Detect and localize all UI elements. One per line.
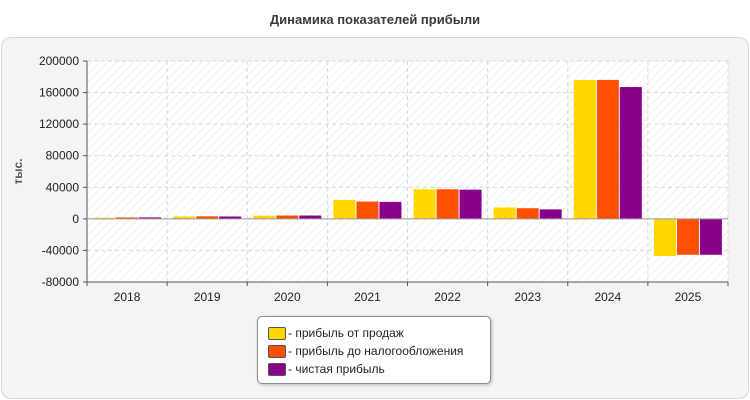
bar-2020-series-0: [253, 215, 276, 219]
x-tick-label: 2020: [274, 290, 301, 304]
bar-2023-series-2: [539, 209, 562, 219]
bar-2018-series-0: [93, 217, 116, 219]
bar-2019-series-2: [219, 216, 242, 219]
x-tick-labels: 2018 2019 2020 2021 2022 2023 2024 2025: [114, 290, 702, 304]
bar-2024-series-0: [573, 79, 596, 219]
bar-2019-series-0: [173, 216, 196, 219]
bar-2020-series-1: [276, 215, 299, 219]
bar-series: [93, 79, 722, 256]
x-tick-label: 2023: [514, 290, 541, 304]
y-tick-label: -40000: [42, 243, 80, 257]
x-tick-label: 2018: [114, 290, 141, 304]
y-tick-label: 160000: [39, 86, 79, 100]
axes: [83, 60, 729, 286]
bar-2018-series-2: [139, 217, 162, 219]
x-tick-label: 2024: [594, 290, 621, 304]
bar-2024-series-1: [596, 79, 619, 219]
legend-item-sales-profit: - прибыль от продаж: [268, 325, 404, 341]
bar-2021-series-2: [379, 201, 402, 219]
y-tick-label: 120000: [39, 117, 79, 131]
y-tick-label: 200000: [39, 54, 79, 68]
y-tick-label: 0: [72, 212, 79, 226]
y-tick-label: -80000: [42, 275, 80, 289]
y-tick-label: 40000: [46, 180, 80, 194]
bar-2024-series-2: [619, 87, 642, 219]
legend-swatch-pretax-profit: [268, 344, 286, 358]
bar-2021-series-0: [333, 199, 356, 219]
bar-2020-series-2: [299, 215, 322, 219]
legend: - прибыль от продаж - прибыль до налогоо…: [257, 316, 491, 384]
legend-label-pretax-profit: - прибыль до налогообложения: [288, 344, 464, 358]
bar-2025-series-0: [653, 218, 676, 256]
bar-2021-series-1: [356, 201, 379, 219]
x-tick-label: 2025: [675, 290, 702, 304]
y-tick-labels: 200000 160000 120000 80000 40000 0 -40000 -8000…: [39, 54, 79, 289]
bar-2022-series-0: [413, 189, 436, 219]
legend-label-sales-profit: - прибыль от продаж: [288, 326, 404, 340]
bar-2022-series-2: [459, 189, 482, 219]
x-tick-label: 2021: [354, 290, 381, 304]
legend-label-net-profit: - чистая прибыль: [288, 362, 385, 376]
bar-2022-series-1: [436, 189, 459, 219]
bar-2025-series-2: [699, 218, 722, 255]
bar-2018-series-1: [116, 217, 139, 219]
legend-item-pretax-profit: - прибыль до налогообложения: [268, 343, 463, 359]
chart-title: Динамика показателей прибыли: [269, 12, 481, 27]
y-tick-label: 80000: [46, 149, 80, 163]
bar-2019-series-1: [196, 216, 219, 219]
y-axis-label: тыс.: [11, 158, 25, 184]
legend-item-net-profit: - чистая прибыль: [268, 361, 385, 377]
bar-2025-series-1: [676, 218, 699, 255]
legend-swatch-sales-profit: [268, 326, 286, 340]
bar-2023-series-1: [516, 208, 539, 219]
x-tick-label: 2022: [434, 290, 461, 304]
bar-2023-series-0: [493, 207, 516, 219]
x-tick-label: 2019: [194, 290, 221, 304]
legend-swatch-net-profit: [268, 362, 286, 376]
